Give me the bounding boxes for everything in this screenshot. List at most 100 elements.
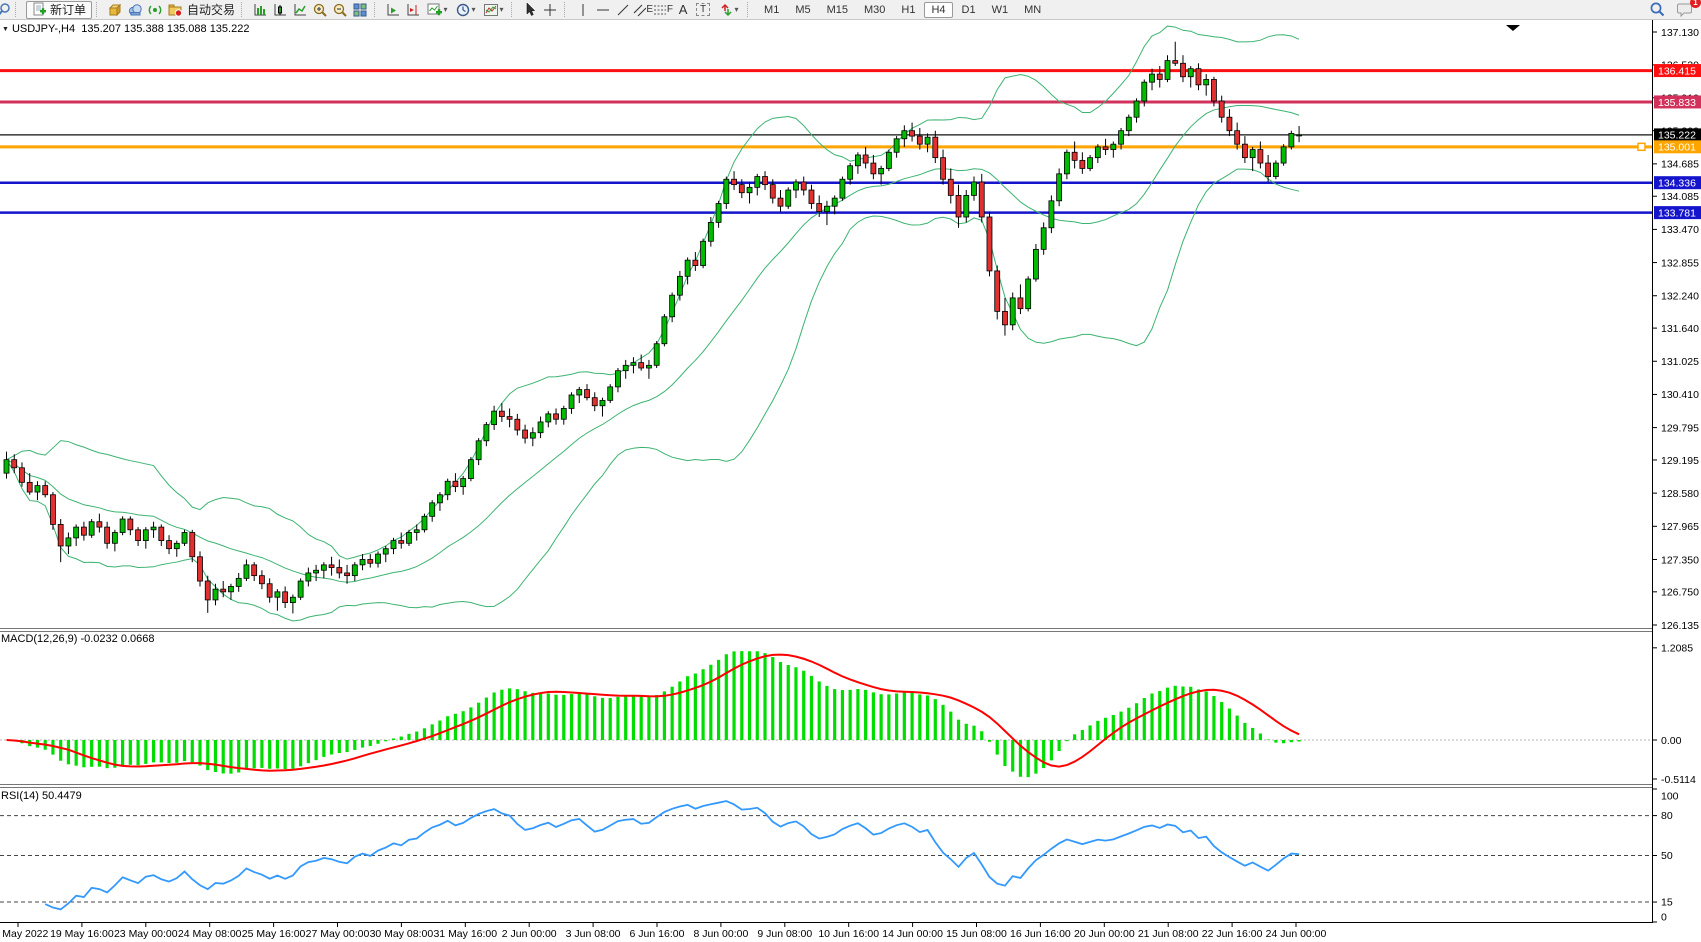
candlestick	[135, 529, 141, 541]
timeframe-h4[interactable]: H4	[924, 1, 953, 18]
auto-trading-icon[interactable]	[165, 1, 185, 18]
candlestick	[676, 275, 683, 296]
price-tick-label: 132.240	[1661, 291, 1699, 303]
time-axis-label[interactable]: 18 May 2022	[0, 928, 49, 940]
cursor-tool-icon[interactable]	[520, 1, 540, 18]
notifications-icon[interactable]: 1	[1675, 0, 1701, 18]
time-axis-label[interactable]: 21 Jun 08:00	[1138, 928, 1199, 940]
price-tick-label: 133.470	[1661, 224, 1699, 236]
new-order-button[interactable]: 新订单	[26, 0, 93, 19]
candlestick	[127, 518, 134, 531]
time-axis-label[interactable]: 27 May 00:00	[306, 928, 370, 940]
timeframe-m30[interactable]: M30	[864, 3, 886, 16]
timeframe-m5[interactable]: M5	[795, 3, 811, 16]
bar-chart-icon[interactable]	[250, 1, 270, 18]
time-axis-label[interactable]: 24 May 08:00	[178, 928, 242, 940]
text-label-tool-icon[interactable]: T	[693, 1, 713, 18]
time-axis-label[interactable]: 20 Jun 00:00	[1074, 928, 1135, 940]
time-axis-label[interactable]: 30 May 08:00	[370, 928, 434, 940]
time-axis-label[interactable]: 10 Jun 16:00	[818, 928, 879, 940]
candlestick	[901, 130, 908, 140]
zoom-in-icon[interactable]	[310, 1, 330, 18]
price-axis-badge-label: 133.781	[1658, 207, 1696, 219]
candlestick	[870, 162, 877, 175]
arrows-tool-dropdown[interactable]: ▾	[713, 1, 743, 18]
candlestick	[1218, 100, 1225, 118]
candlestick	[367, 559, 374, 564]
candlestick	[467, 459, 474, 479]
auto-scroll-icon[interactable]	[383, 1, 403, 18]
candlestick	[1211, 79, 1217, 102]
crosshair-tool-icon[interactable]	[540, 1, 560, 18]
timeframe-m1[interactable]: M1	[764, 3, 780, 16]
candlestick	[483, 424, 490, 442]
auto-trading-label[interactable]: 自动交易	[187, 3, 236, 17]
equidistant-channel-tool-icon[interactable]: E	[633, 1, 653, 18]
chart-magnifier-icon[interactable]	[0, 1, 11, 18]
candlestick	[847, 165, 854, 180]
chevron-down-icon: ▾	[443, 5, 448, 14]
chart-shift-marker-icon[interactable]	[1506, 25, 1520, 31]
candlestick	[189, 532, 196, 558]
candlestick-chart-icon[interactable]	[270, 1, 290, 18]
candlestick	[669, 294, 676, 318]
candlestick	[808, 189, 815, 204]
time-axis-label[interactable]: 6 Jun 16:00	[630, 928, 685, 940]
timeframe-m15[interactable]: M15	[826, 3, 848, 16]
zoom-out-icon[interactable]	[330, 1, 350, 18]
time-axis-label[interactable]: 22 Jun 16:00	[1202, 928, 1263, 940]
price-axis-badge-label: 135.001	[1658, 142, 1696, 154]
expand-panel-icon[interactable]: ▼	[2, 26, 9, 33]
candlestick	[1040, 227, 1047, 250]
timeframe-mn[interactable]: MN	[1024, 3, 1042, 16]
time-axis-label[interactable]: 31 May 16:00	[433, 928, 497, 940]
toolbar-separator	[511, 2, 517, 17]
candlestick	[1156, 73, 1163, 80]
text-tool-icon[interactable]: A	[678, 2, 688, 17]
fibonacci-tool-icon[interactable]: F	[653, 1, 673, 18]
time-axis-label[interactable]: 15 Jun 08:00	[946, 928, 1007, 940]
price-tick-label: 132.855	[1661, 257, 1699, 269]
candlestick	[42, 485, 49, 496]
chart-shift-icon[interactable]	[403, 1, 423, 18]
time-axis-label[interactable]: 2 Jun 00:00	[502, 928, 557, 940]
candlestick	[862, 154, 869, 164]
time-axis-label[interactable]: 8 Jun 00:00	[693, 928, 748, 940]
candlestick	[754, 176, 761, 188]
time-axis-label[interactable]: 24 Jun 00:00	[1266, 928, 1327, 940]
templates-dropdown[interactable]: ▾	[479, 1, 507, 18]
time-axis-label[interactable]: 9 Jun 08:00	[757, 928, 812, 940]
candlestick	[320, 564, 327, 571]
toolbar-separator	[15, 2, 21, 17]
search-icon[interactable]	[1647, 1, 1667, 18]
timeframe-h1[interactable]: H1	[901, 3, 916, 16]
toolbar-separator	[564, 2, 570, 17]
new-chart-dropdown[interactable]: ▾	[423, 1, 451, 18]
time-axis-label[interactable]: 25 May 16:00	[242, 928, 306, 940]
signals-icon[interactable]	[145, 1, 165, 18]
time-axis-label[interactable]: 14 Jun 00:00	[882, 928, 943, 940]
time-axis-label[interactable]: 16 Jun 16:00	[1010, 928, 1071, 940]
data-window-icon[interactable]	[125, 1, 145, 18]
vertical-line-tool-icon[interactable]	[573, 1, 593, 18]
time-axis-label[interactable]: 19 May 16:00	[50, 928, 114, 940]
candlestick	[707, 221, 714, 242]
level-line-handle[interactable]	[1637, 142, 1646, 152]
trendline-tool-icon[interactable]	[613, 1, 633, 18]
periods-dropdown[interactable]: ▾	[451, 1, 479, 18]
timeframe-d1[interactable]: D1	[961, 3, 976, 16]
market-watch-icon[interactable]	[105, 1, 125, 18]
price-axis-badge	[1654, 64, 1701, 78]
time-axis-label[interactable]: 23 May 00:00	[114, 928, 178, 940]
timeframe-w1[interactable]: W1	[991, 3, 1009, 16]
price-tick-label: 134.685	[1661, 159, 1699, 171]
horizontal-line-tool-icon[interactable]	[593, 1, 613, 18]
candlestick	[955, 195, 962, 218]
candlestick	[413, 529, 420, 533]
tile-windows-icon[interactable]	[350, 1, 370, 18]
candlestick	[986, 216, 993, 272]
chevron-down-icon: ▾	[499, 5, 504, 14]
line-chart-icon[interactable]	[290, 1, 310, 18]
time-axis-label[interactable]: 3 Jun 08:00	[566, 928, 621, 940]
